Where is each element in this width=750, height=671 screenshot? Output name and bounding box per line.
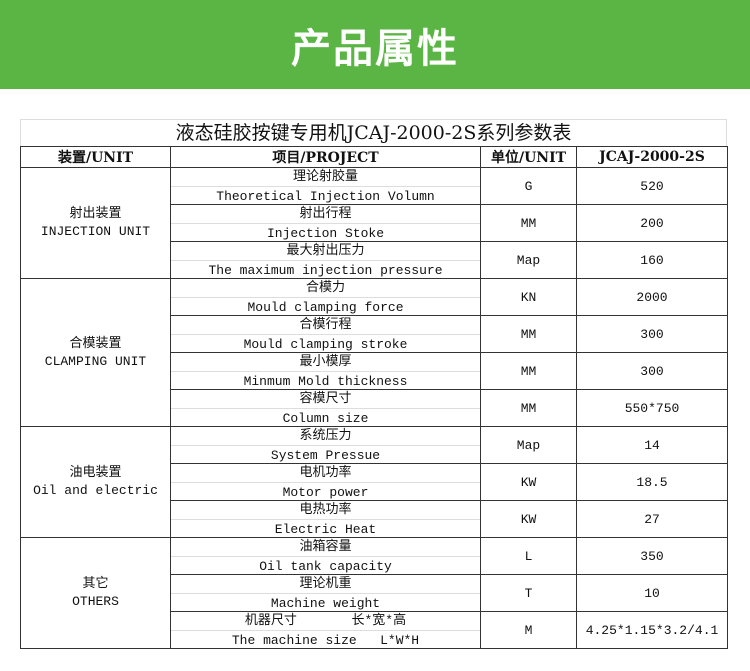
item-name-cn: 油箱容量 — [171, 538, 480, 557]
spec-table: 装置/UNIT 项目/PROJECT 单位/UNIT JCAJ-2000-2S … — [20, 146, 728, 649]
group-name-cn: 合模装置 — [69, 335, 122, 351]
item-name-cn: 机器尺寸 长*宽*高 — [171, 612, 480, 631]
item-name-en: Theoretical Injection Volumn — [216, 189, 435, 204]
item-name-cn: 电热功率 — [171, 501, 480, 520]
item-name-en: Mould clamping force — [247, 300, 404, 315]
table-row: 油电装置 Oil and electric 系统压力 System Pressue Ma… — [20, 426, 728, 538]
group-name-cn: 其它 — [82, 576, 109, 591]
item-name-cn: 合模行程 — [171, 316, 480, 335]
unit-cell: KW — [480, 500, 577, 538]
table-row: 合模行程 Mould clamping stroke MM 300 — [21, 315, 728, 353]
table-row: 合模装置 CLAMPING UNIT 合模力 Mould clamping force… — [20, 278, 728, 427]
item-cell: 系统压力 System Pressue — [170, 426, 481, 464]
group-name-en: INJECTION UNIT — [40, 224, 151, 239]
item-name-en: Motor power — [282, 485, 369, 500]
item-name-cn: 最大射出压力 — [171, 242, 480, 261]
value-cell: 350 — [576, 537, 728, 575]
group-name-en: Oil and electric — [33, 483, 158, 498]
item-cell: 最大射出压力 The maximum injection pressure — [170, 241, 481, 279]
unit-cell: MM — [480, 204, 577, 242]
banner: 产品属性 — [0, 0, 750, 89]
value-cell: 160 — [576, 241, 728, 279]
item-name-en: Column size — [282, 411, 369, 426]
header-unit: 单位/UNIT — [480, 146, 577, 168]
table-row: 理论机重 Machine weight T 10 — [21, 574, 728, 612]
item-name-cn: 系统压力 — [171, 427, 480, 446]
item-cell: 合模行程 Mould clamping stroke — [170, 315, 481, 353]
group-name-en: CLAMPING UNIT — [44, 353, 147, 369]
group-name-en: OTHERS — [72, 594, 119, 609]
item-name-cn: 理论射胶量 — [171, 168, 480, 187]
group-name-cn: 油电装置 — [69, 465, 122, 480]
value-cell: 18.5 — [576, 463, 728, 501]
item-name-en: Injection Stoke — [266, 226, 385, 241]
item-cell: 合模力 Mould clamping force — [170, 278, 481, 316]
unit-cell: Map — [480, 241, 577, 279]
value-cell: 300 — [576, 352, 728, 390]
item-cell: 电机功率 Motor power — [170, 463, 481, 501]
table-row: 射出行程 Injection Stoke MM 200 — [21, 204, 728, 242]
item-cell: 理论机重 Machine weight — [170, 574, 481, 612]
item-cell: 电热功率 Electric Heat — [170, 500, 481, 538]
banner-title: 产品属性 — [291, 25, 459, 72]
item-cell: 容模尺寸 Column size — [170, 389, 481, 427]
group-cell: 射出装置 INJECTION UNIT — [20, 167, 171, 279]
item-cell: 射出行程 Injection Stoke — [170, 204, 481, 242]
item-name-en: System Pressue — [270, 448, 381, 463]
table-row: 电机功率 Motor power KW 18.5 — [21, 463, 728, 501]
value-cell: 300 — [576, 315, 728, 353]
item-name-en: Machine weight — [270, 596, 381, 611]
unit-cell: T — [480, 574, 577, 612]
header-unit-group: 装置/UNIT — [20, 146, 171, 168]
table-row: 电热功率 Electric Heat KW 27 — [21, 500, 728, 538]
item-name-cn: 最小模厚 — [171, 353, 480, 372]
header-model: JCAJ-2000-2S — [576, 146, 728, 168]
unit-cell: MM — [480, 389, 577, 427]
table-row: 机器尺寸 长*宽*高 The machine size L*W*H M 4.25*1.… — [21, 611, 728, 649]
value-cell: 4.25*1.15*3.2/4.1 — [576, 611, 728, 649]
item-name-en: Electric Heat — [274, 522, 377, 537]
unit-cell: G — [480, 167, 577, 205]
item-name-en: Mould clamping stroke — [243, 337, 408, 352]
group-cell: 其它 OTHERS — [20, 537, 171, 649]
table-row: 射出装置 INJECTION UNIT 理论射胶量 Theoretical Injec… — [20, 167, 728, 279]
spec-table-container: 液态硅胶按键专用机JCAJ-2000-2S系列参数表 装置/UNIT 项目/PR… — [20, 119, 728, 649]
item-cell: 最小模厚 Minmum Mold thickness — [170, 352, 481, 390]
item-name-en: Oil tank capacity — [259, 559, 392, 574]
item-name-cn: 电机功率 — [171, 464, 480, 483]
value-cell: 2000 — [576, 278, 728, 316]
unit-cell: M — [480, 611, 577, 649]
header-project: 项目/PROJECT — [170, 146, 481, 168]
unit-cell: Map — [480, 426, 577, 464]
table-header-row: 装置/UNIT 项目/PROJECT 单位/UNIT JCAJ-2000-2S — [20, 146, 728, 168]
group-cell: 合模装置 CLAMPING UNIT — [20, 278, 171, 427]
value-cell: 14 — [576, 426, 728, 464]
item-name-cn: 理论机重 — [171, 575, 480, 594]
value-cell: 550*750 — [576, 389, 728, 427]
item-cell: 理论射胶量 Theoretical Injection Volumn — [170, 167, 481, 205]
unit-cell: L — [480, 537, 577, 575]
group-name-cn: 射出装置 — [69, 206, 122, 221]
unit-cell: MM — [480, 352, 577, 390]
unit-cell: KN — [480, 278, 577, 316]
item-name-cn: 合模力 — [171, 279, 480, 298]
item-cell: 机器尺寸 长*宽*高 The machine size L*W*H — [170, 611, 481, 649]
item-name-en: The machine size L*W*H — [231, 633, 420, 648]
table-row: 最大射出压力 The maximum injection pressure Map 1… — [21, 241, 728, 279]
value-cell: 27 — [576, 500, 728, 538]
value-cell: 10 — [576, 574, 728, 612]
group-cell: 油电装置 Oil and electric — [20, 426, 171, 538]
value-cell: 520 — [576, 167, 728, 205]
table-row: 其它 OTHERS 油箱容量 Oil tank capacity L 350 — [20, 537, 728, 649]
item-name-en: Minmum Mold thickness — [243, 374, 408, 389]
item-name-cn: 容模尺寸 — [171, 390, 480, 409]
value-cell: 200 — [576, 204, 728, 242]
unit-cell: MM — [480, 315, 577, 353]
table-title: 液态硅胶按键专用机JCAJ-2000-2S系列参数表 — [20, 119, 727, 146]
table-row: 最小模厚 Minmum Mold thickness MM 300 — [21, 352, 728, 390]
unit-cell: KW — [480, 463, 577, 501]
item-cell: 油箱容量 Oil tank capacity — [170, 537, 481, 575]
item-name-cn: 射出行程 — [171, 205, 480, 224]
item-name-en: The maximum injection pressure — [208, 263, 443, 278]
